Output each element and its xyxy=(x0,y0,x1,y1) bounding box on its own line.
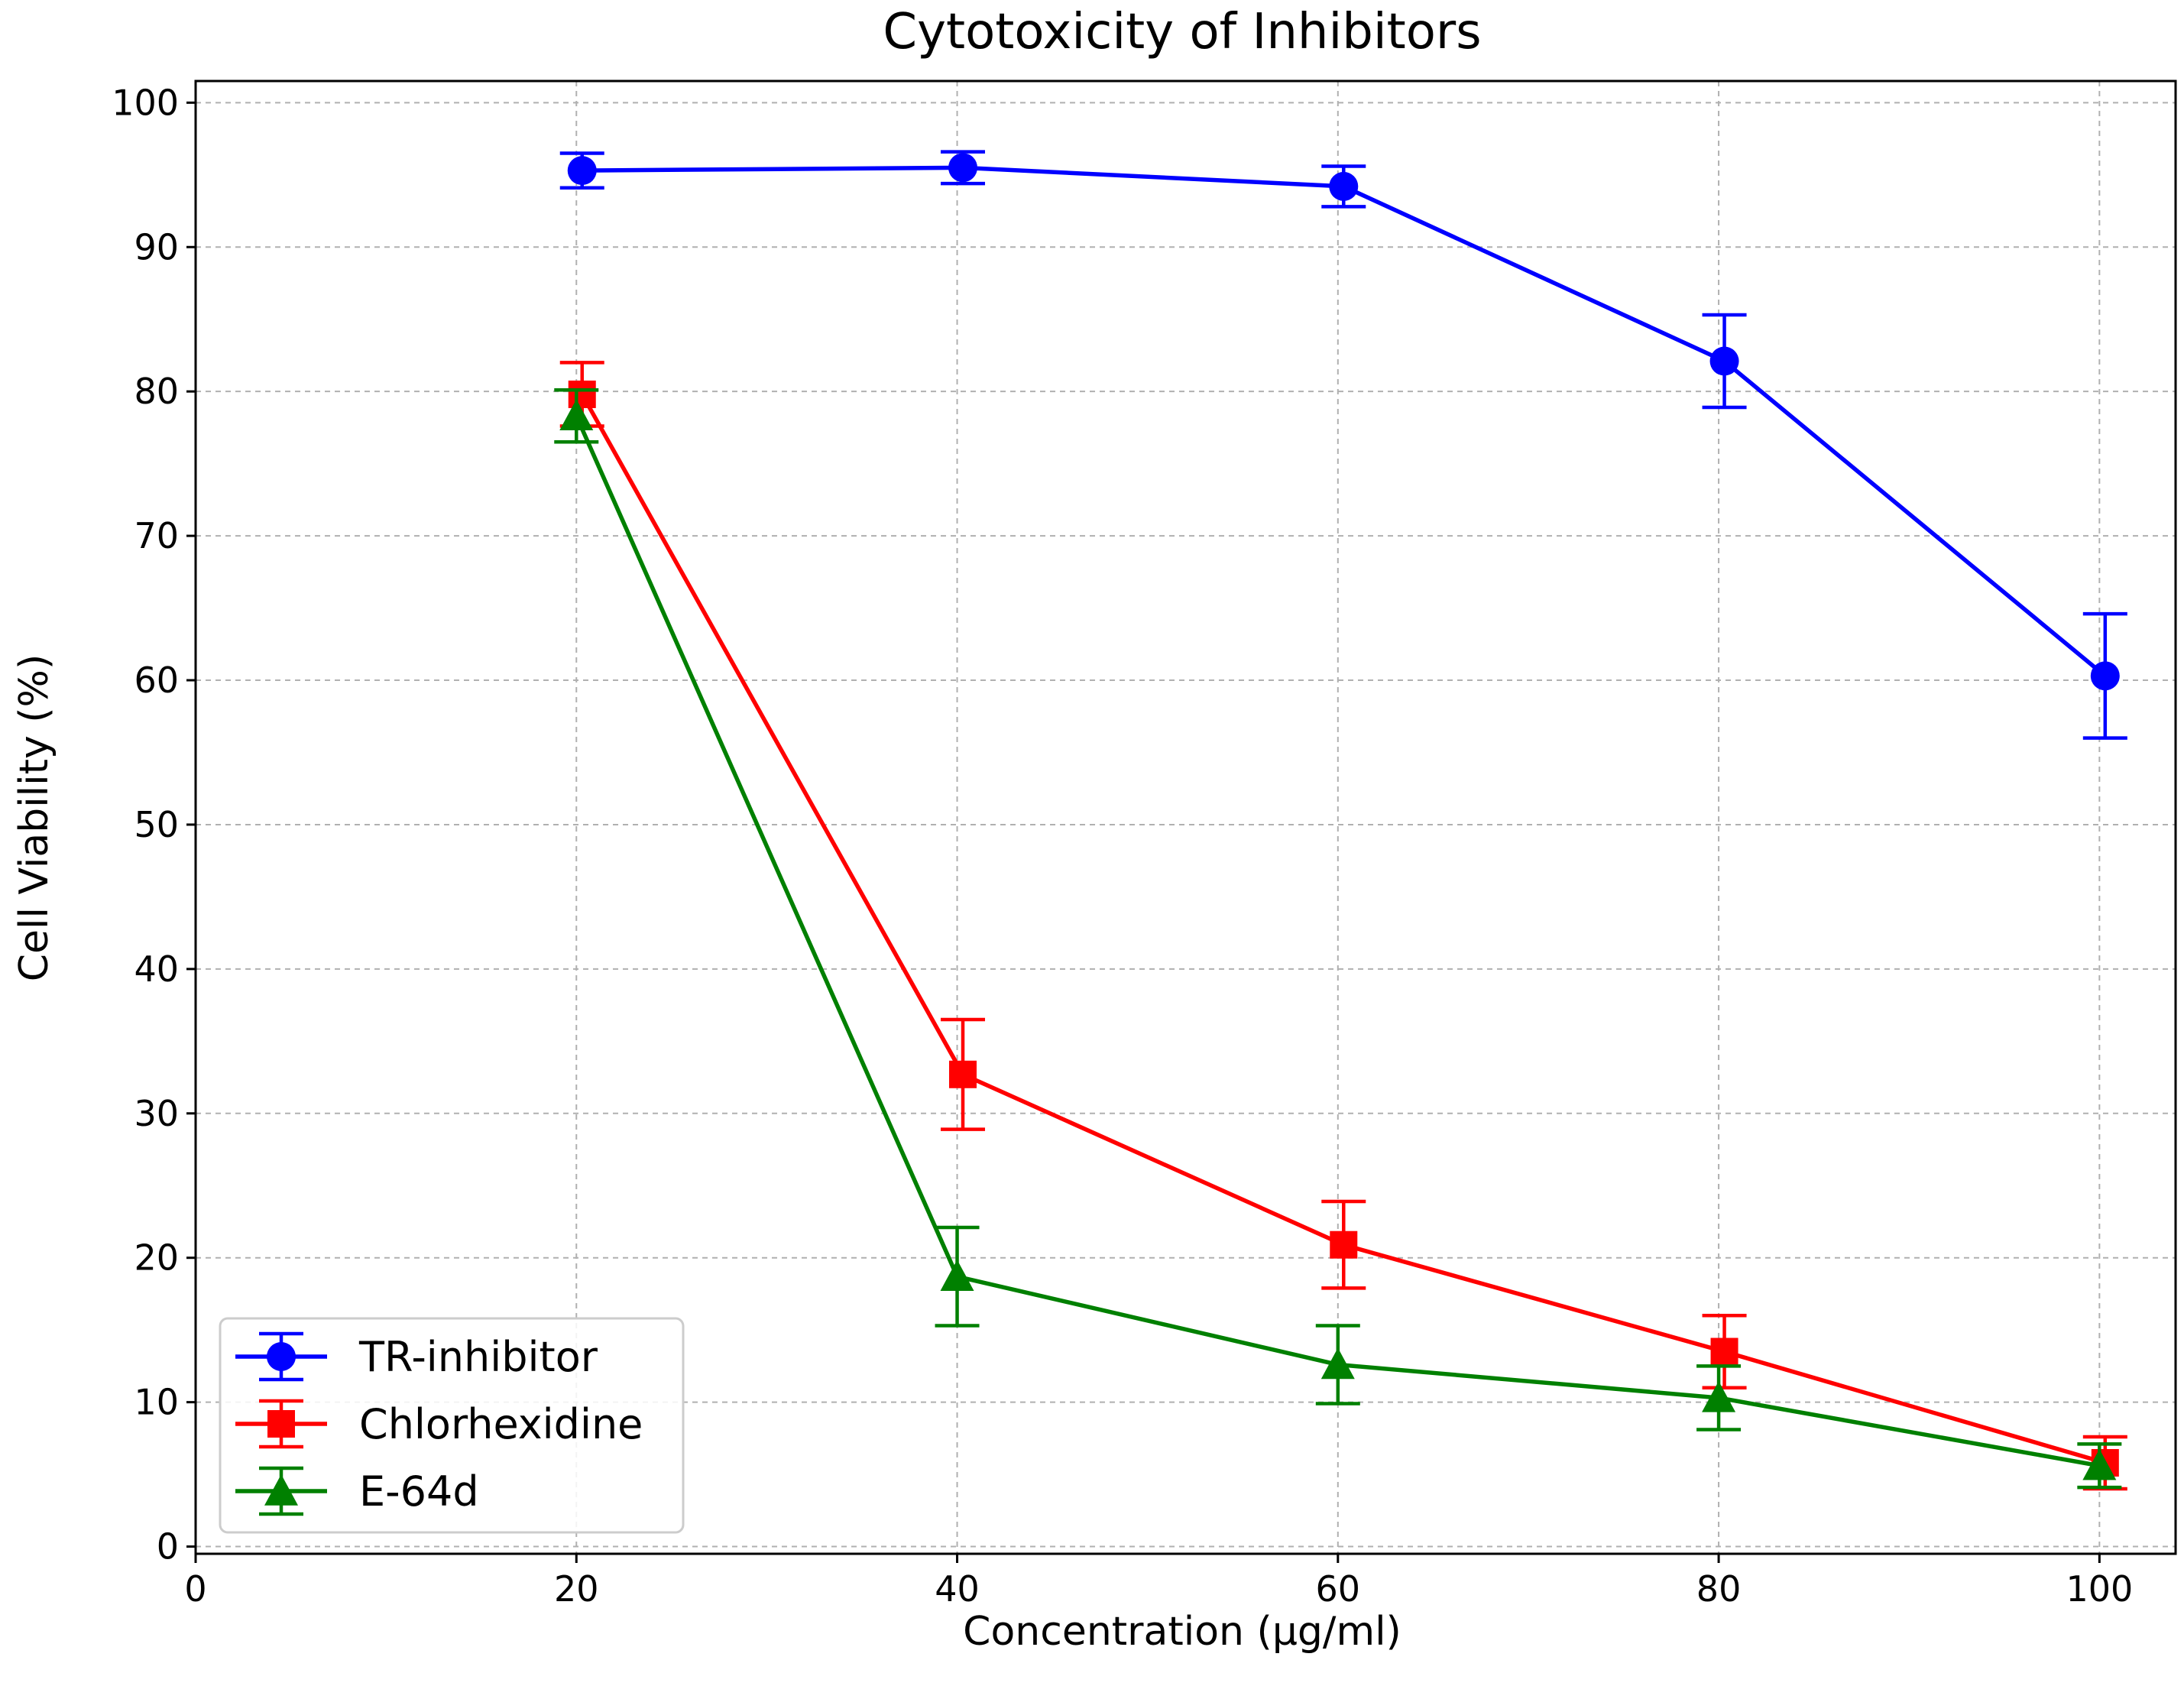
y-tick-label: 20 xyxy=(134,1237,179,1279)
legend-entry-e-64d: E-64d xyxy=(235,1466,479,1516)
y-tick-label: 10 xyxy=(134,1382,179,1423)
x-tick-label: 80 xyxy=(1696,1568,1742,1610)
x-tick-label: 0 xyxy=(184,1568,206,1610)
data-point-tr-inhibitor xyxy=(1709,346,1739,376)
data-point-tr-inhibitor xyxy=(567,156,597,186)
legend-entry-chlorhexidine: Chlorhexidine xyxy=(235,1399,643,1449)
data-point-chlorhexidine xyxy=(1330,1230,1358,1259)
data-point-tr-inhibitor xyxy=(948,153,978,183)
series-layer xyxy=(554,150,2127,1491)
y-tick-label: 60 xyxy=(134,660,179,701)
legend-label: E-64d xyxy=(359,1467,479,1516)
series-e-64d xyxy=(554,388,2122,1490)
legend-label: TR-inhibitor xyxy=(358,1333,598,1381)
y-tick-label: 90 xyxy=(134,226,179,267)
series-tr-inhibitor xyxy=(559,150,2127,740)
y-tick-label: 0 xyxy=(157,1526,179,1568)
grid xyxy=(195,81,2176,1554)
axis-ticks: 0 20 40 60 80 100 0 10 20 30 40 50 60 70 80 90 100 xyxy=(112,82,2133,1610)
x-tick-label: 60 xyxy=(1316,1568,1361,1610)
legend-marker xyxy=(267,1410,295,1438)
data-point-e-64d xyxy=(940,1260,974,1291)
data-point-e-64d xyxy=(1320,1347,1355,1380)
data-point-chlorhexidine xyxy=(568,380,596,408)
y-tick-label: 100 xyxy=(112,82,179,123)
x-axis-title: Concentration (μg/ml) xyxy=(963,1609,1401,1655)
legend-marker xyxy=(267,1342,296,1371)
legend-frame xyxy=(219,1317,685,1534)
data-point-tr-inhibitor xyxy=(2090,661,2120,691)
legend-entry-tr-inhibitor: TR-inhibitor xyxy=(235,1331,598,1382)
legend-entries: TR-inhibitor Chlorhexidine E-64d xyxy=(235,1331,643,1516)
legend-marker xyxy=(264,1474,298,1506)
data-point-chlorhexidine xyxy=(1710,1337,1738,1366)
legend-label: Chlorhexidine xyxy=(359,1400,643,1448)
x-tick-label: 100 xyxy=(2066,1568,2133,1610)
data-point-e-64d xyxy=(2082,1448,2117,1480)
chart-title: Cytotoxicity of Inhibitors xyxy=(883,4,1481,60)
plot-frame xyxy=(194,79,2177,1555)
data-point-chlorhexidine xyxy=(949,1060,977,1088)
x-tick-label: 40 xyxy=(935,1568,980,1610)
y-tick-label: 40 xyxy=(134,948,179,990)
data-point-tr-inhibitor xyxy=(1329,171,1359,201)
y-tick-label: 80 xyxy=(134,371,179,412)
data-point-e-64d xyxy=(1702,1380,1736,1412)
x-tick-label: 20 xyxy=(554,1568,599,1610)
legend: TR-inhibitor Chlorhexidine E-64d xyxy=(219,1317,685,1534)
y-tick-label: 70 xyxy=(134,515,179,556)
data-point-e-64d xyxy=(559,399,594,430)
y-tick-label: 50 xyxy=(134,804,179,845)
y-axis-title: Cell Viability (%) xyxy=(11,654,57,982)
y-tick-label: 30 xyxy=(134,1093,179,1134)
